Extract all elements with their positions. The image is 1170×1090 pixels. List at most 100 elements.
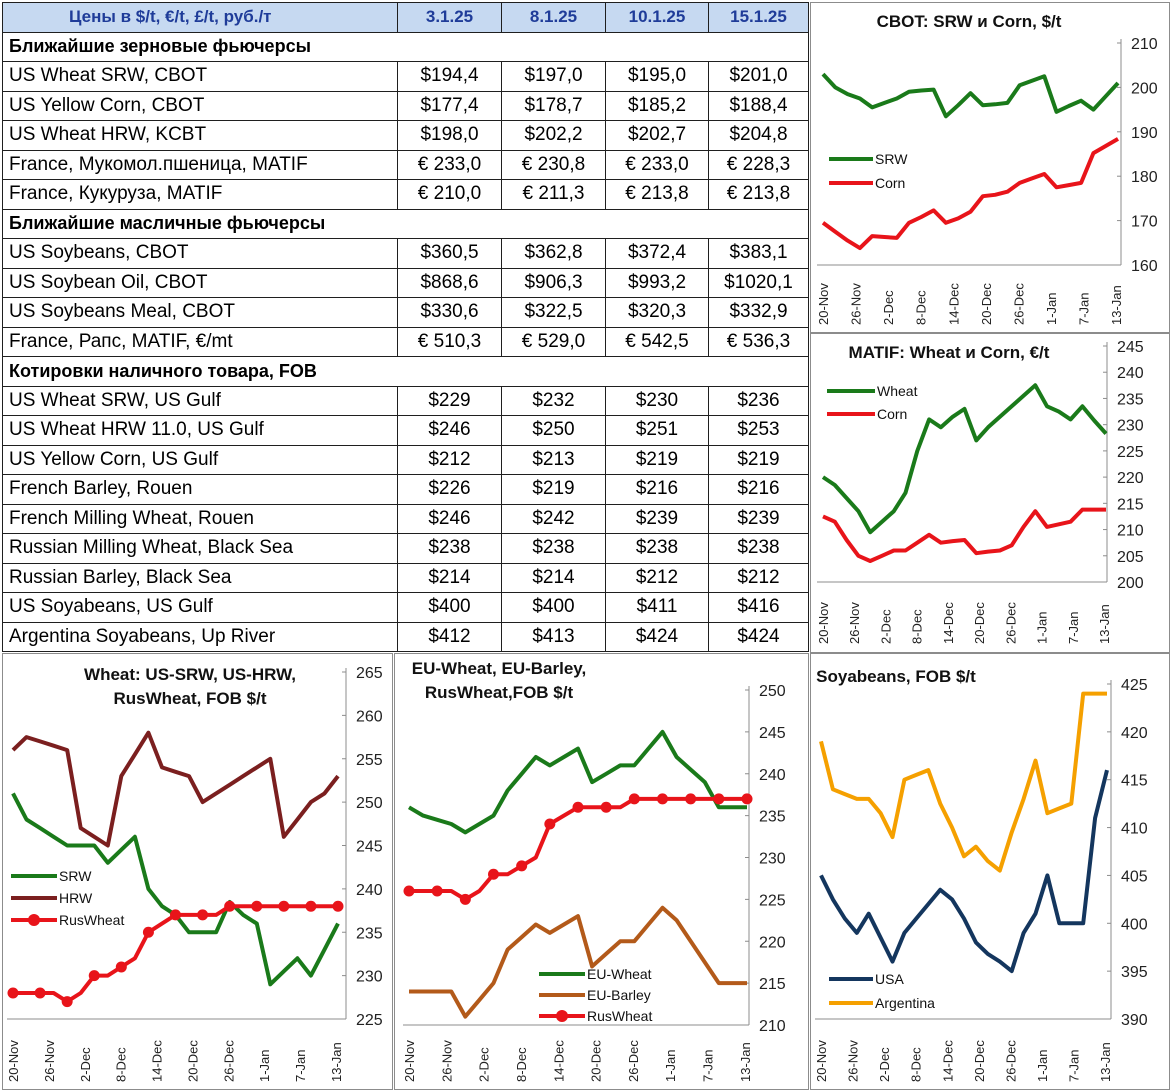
price-cell: $212 [605,562,709,593]
price-cell: $178,7 [501,90,606,121]
date-column-header: 15.1.25 [708,2,809,33]
date-column-header: 8.1.25 [501,2,606,33]
price-cell: € 213,8 [605,179,709,210]
price-cell: $212 [708,562,809,593]
x-tick-label: 26-Dec [221,1040,236,1082]
price-cell: € 228,3 [708,149,809,180]
chart-title: RusWheat, FOB $/t [113,689,266,708]
price-cell: $330,6 [397,297,502,328]
price-cell: $238 [501,533,606,564]
y-tick-label: 220 [1117,470,1144,487]
commodity-name: France, Рапс, MATIF, €/mt [2,326,398,357]
series-point-ruswheat [34,987,46,999]
series-point-ruswheat [224,900,236,912]
price-cell: $383,1 [708,238,809,269]
x-tick-label: 8-Dec [910,609,925,644]
price-cell: $213 [501,444,606,475]
legend-label: USA [875,971,904,987]
price-cell: $246 [397,415,502,446]
x-tick-label: 26-Dec [626,1040,641,1082]
y-tick-label: 245 [1117,339,1144,356]
x-tick-label: 8-Dec [909,1047,924,1082]
y-tick-label: 390 [1121,1012,1148,1029]
table-row: French Barley, Rouen $226 $219 $216 $216 [2,474,809,505]
x-tick-label: 7-Jan [1077,292,1092,325]
section-header-row: Ближайшие зерновые фьючерсы [2,31,809,62]
series-point-ruswheat [7,987,19,999]
price-cell: $238 [605,533,709,564]
y-tick-label: 230 [1117,418,1144,435]
legend-marker [556,1010,568,1022]
price-cell: $236 [708,385,809,416]
commodity-name: US Soybean Oil, CBOT [2,267,398,298]
table-row: US Wheat HRW 11.0, US Gulf $246 $250 $251 $2… [2,415,809,446]
x-tick-label: 14-Dec [551,1040,566,1082]
price-cell: $195,0 [605,61,709,92]
x-tick-label: 26-Nov [42,1040,57,1082]
series-point-ruswheat [600,801,612,813]
series-line-corn [821,137,1119,251]
soy-fob-chart-panel: 390 395 400 405 410 415 420 425 20-Nov 26-Nov 2-De… [810,653,1170,1090]
date-column-header: 10.1.25 [605,2,709,33]
series-point-ruswheat [61,996,73,1008]
price-cell: $219 [605,444,709,475]
legend-label: Wheat [877,383,918,399]
commodity-name: US Soybeans, CBOT [2,238,398,269]
section-header-row: Котировки наличного товара, FOB [2,356,809,387]
commodity-name: Argentina Soyabeans, Up River [2,621,398,652]
table-body: Ближайшие зерновые фьючерсы US Wheat SRW,… [2,31,809,652]
x-tick-label: 26-Nov [439,1040,454,1082]
y-tick-label: 235 [356,925,383,942]
y-tick-label: 215 [759,976,786,993]
eu-fob-chart: 210 215 220 225 230 235 240 245 250 20-Nov 26-Nov 2… [402,659,786,1082]
x-tick-label: 20-Nov [6,1040,21,1082]
series-point-ruswheat [115,961,127,973]
section-title: Котировки наличного товара, FOB [2,356,809,387]
y-tick-label: 425 [1121,677,1148,694]
legend-label: Argentina [875,995,935,1011]
price-cell: $185,2 [605,90,709,121]
table-row: US Yellow Corn, CBOT $177,4 $178,7 $185,2 $1… [2,90,809,121]
x-tick-label: 1-Jan [1035,1049,1050,1082]
y-tick-label: 245 [759,725,786,742]
price-cell: $320,3 [605,297,709,328]
chart-title: RusWheat,FOB $/t [425,683,574,702]
chart-title: CBOT: SRW и Corn, $/t [877,12,1062,31]
x-tick-label: 20-Nov [814,1040,829,1082]
table-row: US Soybeans Meal, CBOT $330,6 $322,5 $320,3… [2,297,809,328]
series-point-ruswheat [403,885,415,897]
price-cell: $250 [501,415,606,446]
x-tick-label: 20-Nov [402,1040,417,1082]
y-tick-label: 260 [356,708,383,725]
price-cell: $400 [501,592,606,623]
price-cell: $230 [605,385,709,416]
price-cell: $372,4 [605,238,709,269]
price-cell: $202,2 [501,120,606,151]
price-cell: $214 [501,562,606,593]
x-tick-label: 26-Nov [846,1040,861,1082]
x-tick-label: 20-Nov [816,283,831,325]
price-cell: $411 [605,592,709,623]
price-cell: $239 [708,503,809,534]
x-tick-label: 20-Dec [972,1040,987,1082]
table-row: US Soybean Oil, CBOT $868,6 $906,3 $993,2 $1… [2,267,809,298]
commodity-name: US Wheat HRW, KCBT [2,120,398,151]
series-point-ruswheat [142,926,154,938]
y-tick-label: 180 [1131,169,1158,186]
x-tick-label: 1-Jan [1035,611,1050,644]
price-cell: $416 [708,592,809,623]
table-row: US Wheat SRW, CBOT $194,4 $197,0 $195,0 $201… [2,61,809,92]
x-tick-label: 20-Dec [589,1040,604,1082]
y-tick-label: 265 [356,665,383,682]
x-tick-label: 13-Jan [1097,604,1112,644]
date-column-header: 3.1.25 [397,2,502,33]
x-tick-label: 2-Dec [877,1047,892,1082]
price-cell: $177,4 [397,90,502,121]
series-point-ruswheat [544,818,556,830]
commodity-name: US Wheat SRW, US Gulf [2,385,398,416]
price-cell: $412 [397,621,502,652]
x-tick-label: 13-Jan [329,1042,344,1082]
commodity-name: US Soyabeans, US Gulf [2,592,398,623]
x-tick-label: 14-Dec [941,602,956,644]
y-tick-label: 405 [1121,868,1148,885]
